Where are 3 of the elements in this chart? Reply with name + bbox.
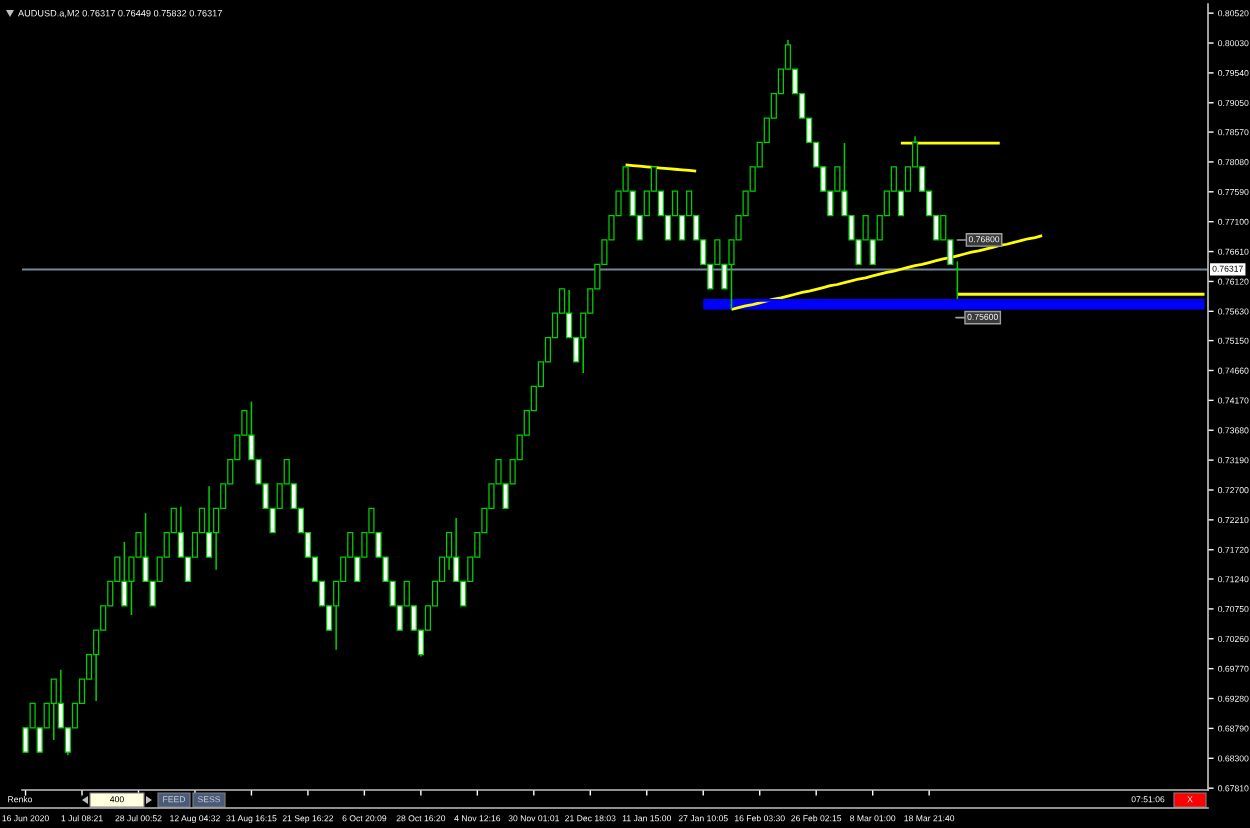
candlestick [121,541,128,607]
line-series [730,234,1044,311]
candlestick [50,678,57,741]
